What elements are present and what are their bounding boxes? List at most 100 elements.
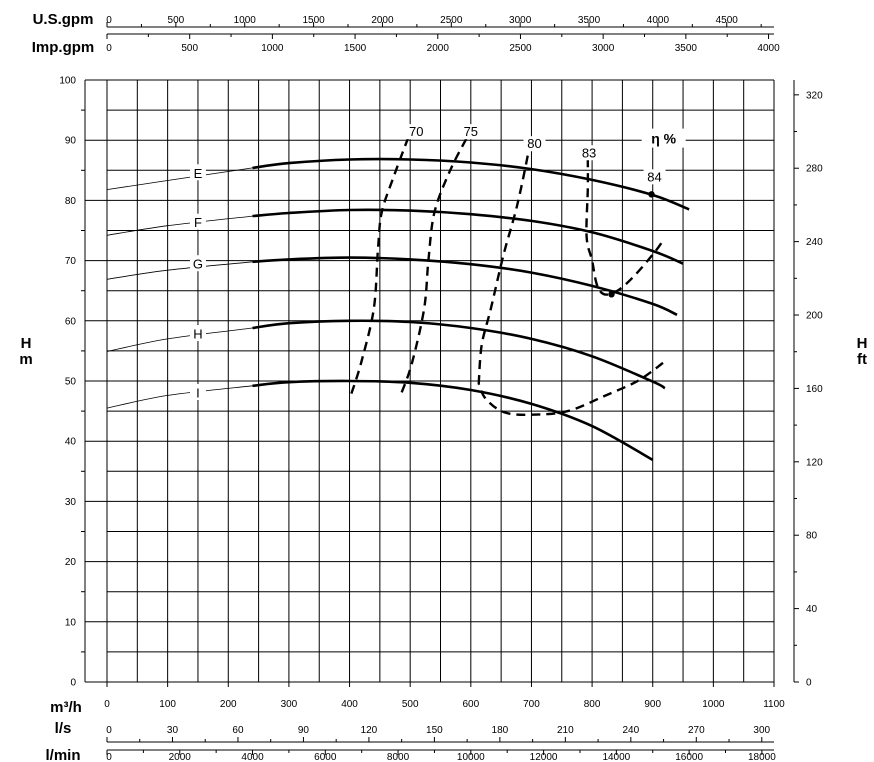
curve-label-f: F [194,215,202,230]
flow-axis-label: l/s [55,720,72,737]
flow-axis-label: U.S.gpm [33,11,94,28]
head-curve-h-extension [106,327,253,352]
head-curve-i [252,379,654,462]
right-axis-label-bottom: ft [857,351,867,368]
grid [106,79,775,683]
right-axis-tick-label: 200 [806,311,823,322]
efficiency-title: η % [651,131,676,147]
efficiency-label-bg [523,136,546,152]
right-axis-tick-label: 240 [806,237,823,248]
flow-axis-tick-label: 14000 [602,752,630,762]
curve-label-h: H [193,327,202,342]
flow-axis-tick-label: 270 [688,725,705,736]
right-axis-tick-label: 160 [806,384,823,395]
flow-axis-tick-label: 2500 [440,15,463,26]
flow-axis-tick-label: 2500 [509,43,532,54]
head-curve-g [252,256,678,316]
efficiency-label-84: 84 [647,169,661,184]
right-axis-tick-label: 0 [806,678,812,689]
efficiency-label-bg [643,169,666,185]
left-axis-label-bottom: m [19,351,32,368]
flow-axis-tick-label: 0 [106,15,112,26]
right-axis-tick-label: 280 [806,164,823,175]
flow-axis-label: l/min [45,747,80,762]
left-axis-tick-label: 10 [65,617,77,628]
right-axis-label-top: H [857,335,868,352]
flow-axis-tick-label: 500 [168,15,185,26]
flow-axis-tick-label: 0 [104,699,110,710]
flow-axis-tick-label: 6000 [314,752,337,762]
flow-axis-tick-label: 800 [584,699,601,710]
head-curve-h [252,319,666,390]
left-axis-tick-label: 30 [65,497,77,508]
head-curve-i-extension [106,385,253,409]
head-curve-e-extension [106,167,253,190]
flow-axis-tick-label: 180 [492,725,509,736]
flow-axis-tick-label: 300 [281,699,298,710]
efficiency-label-bg [578,145,601,161]
curve-label-e: E [194,166,203,181]
right-axis-tick-label: 40 [806,604,818,615]
flow-axis-tick-label: 16000 [675,752,703,762]
flow-axis-tick-label: 1100 [763,699,785,710]
flow-axis-tick-label: 3500 [675,43,698,54]
flow-axis-tick-label: 210 [557,725,574,736]
efficiency-label-83: 83 [582,145,596,160]
left-axis-tick-label: 20 [65,557,77,568]
left-axis-tick-label: 60 [65,316,77,327]
curve-label-bg [189,325,206,342]
flow-axis-tick-label: 150 [426,725,443,736]
flow-axis-label: Imp.gpm [32,39,95,56]
flow-axis-tick-label: 700 [523,699,540,710]
flow-axis-tick-label: 1500 [344,43,367,54]
head-curve-f-extension [106,215,253,236]
flow-axis-tick-label: 1000 [702,699,725,710]
flow-axis-tick-label: 4500 [716,15,739,26]
flow-axis-tick-label: 0 [106,725,112,736]
efficiency-label-bg [459,124,482,140]
flow-axis-tick-label: 240 [622,725,639,736]
flow-axis-tick-label: 0 [106,43,112,54]
flow-axis-tick-label: 1500 [302,15,325,26]
axes: 0102030405060708090100040801201602002402… [59,15,823,762]
left-axis-tick-label: 90 [65,136,77,147]
efficiency-marker [648,191,655,198]
flow-axis-tick-label: 900 [644,699,661,710]
flow-axis-tick-label: 2000 [427,43,450,54]
efficiency-label-70: 70 [409,124,423,139]
flow-axis-tick-label: 60 [232,725,244,736]
flow-axis-tick-label: 12000 [530,752,558,762]
curve-label-bg [189,213,206,230]
efficiency-title-bg [641,128,686,148]
flow-axis-tick-label: 10000 [457,752,485,762]
head-curve-e [252,157,690,211]
efficiency-label-bg [405,124,428,140]
left-axis-tick-label: 70 [65,256,77,267]
flow-axis-tick-label: 100 [159,699,176,710]
flow-axis-tick-label: 0 [106,752,112,762]
flow-axis-tick-label: 600 [462,699,479,710]
efficiency-contours [350,136,664,416]
flow-axis-tick-label: 2000 [169,752,192,762]
efficiency-label-75: 75 [464,124,478,139]
left-axis-label-top: H [21,335,32,352]
flow-axis-tick-label: 3500 [578,15,601,26]
flow-axis-tick-label: 90 [298,725,310,736]
flow-axis-tick-label: 30 [167,725,179,736]
head-curve-g-extension [106,261,253,280]
flow-axis-tick-label: 400 [341,699,358,710]
efficiency-contour-83 [477,361,664,416]
left-axis-tick-label: 50 [65,377,77,388]
efficiency-contour-75 [400,136,469,393]
flow-axis-tick-label: 8000 [387,752,410,762]
curve-label-i: I [196,386,200,401]
left-axis-tick-label: 40 [65,437,77,448]
left-axis-tick-label: 80 [65,196,77,207]
flow-axis-tick-label: 4000 [757,43,780,54]
flow-axis-tick-label: 500 [181,43,198,54]
flow-axis-tick-label: 120 [361,725,378,736]
efficiency-marker [608,291,615,298]
flow-axis-tick-label: 4000 [647,15,670,26]
